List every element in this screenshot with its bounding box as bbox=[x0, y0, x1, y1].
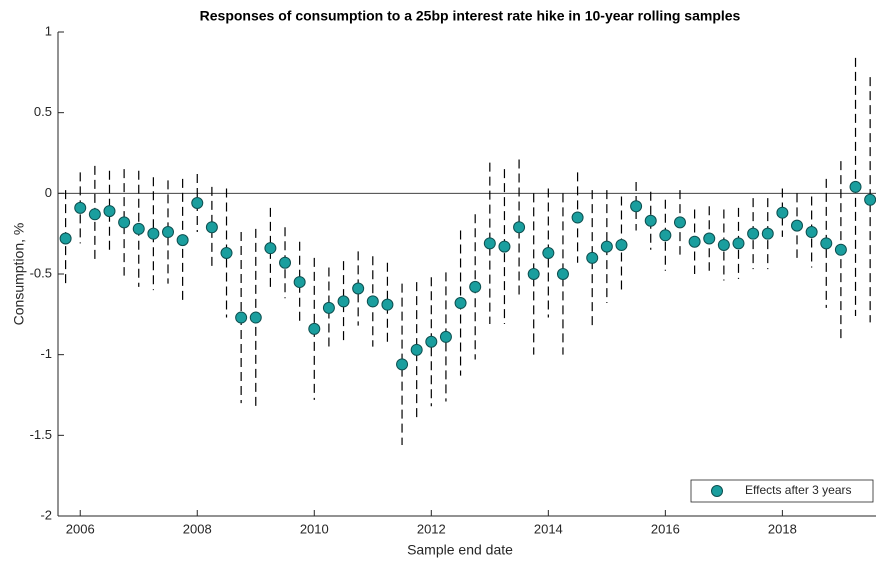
point bbox=[103, 205, 116, 218]
point bbox=[469, 280, 482, 293]
point bbox=[147, 227, 160, 240]
point bbox=[88, 208, 101, 221]
point bbox=[454, 297, 467, 310]
point bbox=[600, 240, 613, 253]
point bbox=[659, 229, 672, 242]
point bbox=[717, 238, 730, 251]
y-tick-label: 1 bbox=[45, 23, 52, 38]
point bbox=[381, 298, 394, 311]
point bbox=[176, 234, 189, 247]
point bbox=[747, 227, 760, 240]
point bbox=[74, 201, 87, 214]
x-tick-label: 2012 bbox=[417, 521, 446, 536]
point bbox=[59, 232, 72, 245]
point bbox=[366, 295, 379, 308]
point bbox=[322, 301, 335, 314]
point bbox=[425, 335, 438, 348]
point bbox=[586, 251, 599, 264]
point bbox=[308, 322, 321, 335]
point bbox=[483, 237, 496, 250]
point bbox=[191, 197, 204, 210]
point bbox=[264, 242, 277, 255]
point bbox=[498, 240, 511, 253]
point bbox=[132, 222, 145, 235]
x-tick-label: 2014 bbox=[534, 521, 563, 536]
point bbox=[352, 282, 365, 295]
point bbox=[235, 311, 248, 324]
point bbox=[688, 235, 701, 248]
chart-title: Responses of consumption to a 25bp inter… bbox=[200, 8, 741, 24]
point bbox=[761, 227, 774, 240]
x-tick-label: 2008 bbox=[183, 521, 212, 536]
legend-marker bbox=[711, 485, 723, 497]
legend-box bbox=[690, 479, 874, 503]
point bbox=[834, 243, 847, 256]
point bbox=[293, 276, 306, 289]
point bbox=[337, 295, 350, 308]
x-tick-label: 2018 bbox=[768, 521, 797, 536]
point bbox=[513, 221, 526, 234]
point bbox=[791, 219, 804, 232]
point bbox=[527, 268, 540, 280]
point bbox=[249, 311, 262, 324]
point bbox=[732, 237, 745, 250]
point bbox=[644, 214, 657, 227]
point bbox=[396, 358, 409, 371]
x-axis-label: Sample end date bbox=[407, 542, 513, 558]
y-tick-label: 0.5 bbox=[34, 104, 52, 119]
point bbox=[279, 256, 292, 269]
point bbox=[410, 343, 423, 356]
y-tick-label: 0 bbox=[45, 185, 52, 200]
x-tick-label: 2006 bbox=[66, 521, 95, 536]
point bbox=[220, 247, 233, 260]
point bbox=[630, 200, 643, 213]
y-axis-label: Consumption, % bbox=[11, 223, 27, 326]
point bbox=[205, 221, 218, 234]
y-tick-label: -0.5 bbox=[30, 265, 52, 280]
point bbox=[820, 237, 833, 250]
point bbox=[556, 268, 569, 280]
point bbox=[849, 180, 862, 193]
y-tick-label: -1.5 bbox=[30, 427, 52, 442]
point bbox=[673, 216, 686, 229]
y-tick-label: -2 bbox=[40, 507, 52, 522]
point bbox=[571, 211, 584, 224]
point bbox=[162, 226, 175, 239]
point bbox=[439, 330, 452, 343]
legend-label: Effects after 3 years bbox=[745, 483, 852, 497]
point bbox=[703, 232, 716, 245]
point bbox=[542, 247, 555, 260]
point bbox=[864, 193, 876, 206]
point bbox=[615, 238, 628, 251]
y-tick-label: -1 bbox=[40, 346, 52, 361]
x-tick-label: 2010 bbox=[300, 521, 329, 536]
point bbox=[805, 226, 818, 239]
x-tick-label: 2016 bbox=[651, 521, 680, 536]
point bbox=[118, 216, 131, 229]
point bbox=[776, 206, 789, 219]
